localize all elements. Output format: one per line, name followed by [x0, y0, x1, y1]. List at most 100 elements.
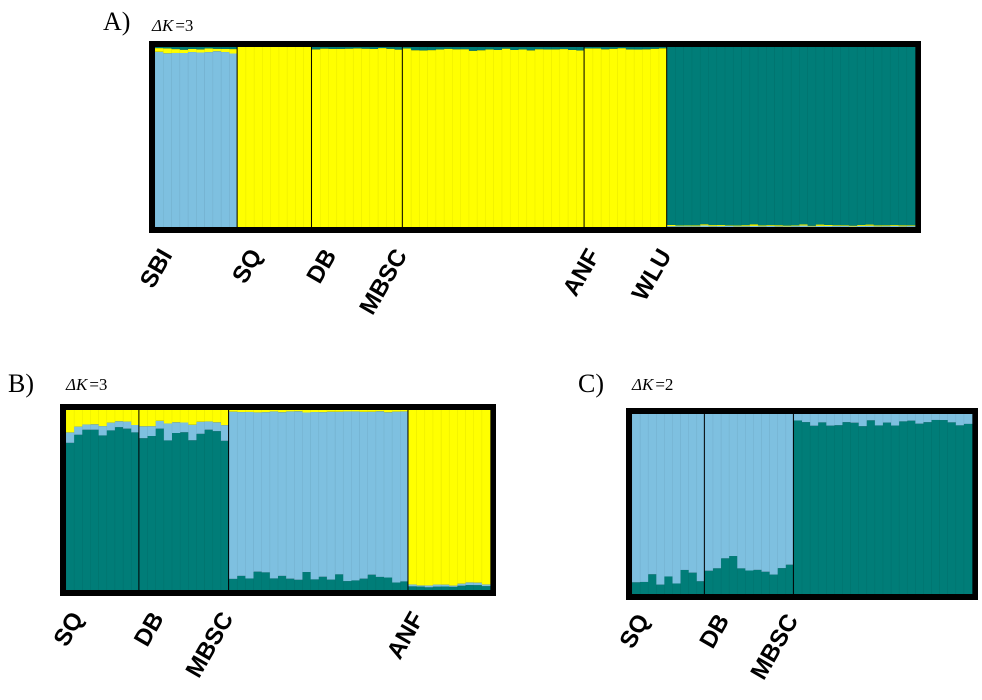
bar-segment-yellow: [74, 410, 83, 427]
bar-segment-teal: [419, 47, 428, 51]
bar-segment-teal: [400, 581, 409, 590]
bar-segment-yellow: [326, 410, 336, 412]
bar-segment-yellow: [295, 47, 305, 227]
panel-c-label: C): [578, 369, 604, 398]
bar-segment-lightblue: [881, 226, 891, 227]
bar-segment-lightblue: [318, 412, 328, 577]
bar-segment-lightblue: [261, 412, 271, 573]
bar-segment-teal: [408, 586, 417, 590]
bar-segment-teal: [568, 47, 577, 50]
panel-b: B) ΔK =3 SQ DB MBSC ANF: [8, 369, 496, 682]
bar-segment-teal: [802, 422, 811, 594]
population-label: SQ: [614, 610, 655, 654]
population-label: MBSC: [181, 608, 240, 683]
bar-segment-lightblue: [907, 414, 916, 421]
bar-segment-teal: [899, 421, 908, 594]
bar-segment-yellow: [237, 410, 246, 413]
bar-segment-teal: [123, 428, 132, 590]
bar-segment-lightblue: [481, 584, 491, 587]
panel-a-plot: [149, 41, 921, 233]
bar-segment-yellow: [245, 47, 255, 227]
bar-segment-yellow: [163, 410, 173, 424]
bar-segment-lightblue: [367, 411, 377, 575]
bar-segment-teal: [658, 47, 668, 49]
bar-segment-lightblue: [704, 414, 714, 571]
bar-segment-teal: [675, 47, 685, 226]
bar-segment-teal: [221, 47, 230, 49]
bar-segment-teal: [617, 47, 627, 49]
bar-segment-lightblue: [675, 226, 685, 227]
bar-segment-yellow: [408, 410, 417, 585]
bar-segment-teal: [785, 564, 795, 594]
bar-segment-yellow: [386, 48, 395, 228]
bar-segment-lightblue: [359, 411, 369, 579]
bar-segment-lightblue: [858, 414, 868, 427]
bar-segment-teal: [82, 429, 91, 590]
bar-segment-teal: [98, 435, 108, 590]
bar-segment-lightblue: [807, 226, 817, 227]
bar-segment-teal: [457, 585, 466, 590]
bar-segment-teal: [416, 586, 426, 590]
bar-segment-yellow: [485, 49, 495, 227]
bar-segment-lightblue: [799, 225, 808, 227]
bar-segment-lightblue: [375, 411, 385, 577]
bar-segment-lightblue: [632, 414, 641, 583]
bar-segment-teal: [147, 436, 157, 590]
bar-segment-teal: [842, 422, 851, 594]
bar-segment-lightblue: [782, 226, 792, 227]
bar-segment-yellow: [328, 48, 338, 227]
bar-segment-teal: [890, 47, 899, 226]
bar-segment-lightblue: [939, 414, 949, 421]
bar-segment-yellow: [318, 410, 328, 413]
bar-segment-teal: [441, 586, 450, 590]
bar-segment-yellow: [473, 410, 483, 583]
bar-segment-yellow: [824, 224, 833, 226]
bar-segment-lightblue: [326, 411, 336, 580]
bar-segment-yellow: [131, 410, 140, 425]
bar-segment-lightblue: [408, 584, 417, 587]
bar-segment-teal: [302, 572, 311, 590]
bar-segment-yellow: [188, 48, 197, 53]
bar-segment-teal: [874, 425, 884, 594]
bar-segment-lightblue: [473, 582, 483, 586]
bar-segment-lightblue: [286, 411, 295, 579]
bar-segment-yellow: [890, 225, 899, 226]
bar-segment-teal: [625, 47, 635, 50]
bar-segment-yellow: [419, 50, 428, 228]
bar-segment-lightblue: [931, 414, 940, 420]
bar-segment-lightblue: [221, 52, 230, 227]
bar-segment-teal: [716, 47, 726, 226]
bar-segment-yellow: [568, 49, 577, 227]
panel-b-label: B): [8, 369, 34, 398]
bar-segment-teal: [840, 47, 850, 226]
bar-segment-lightblue: [832, 226, 841, 227]
bar-segment-yellow: [229, 49, 238, 54]
bar-segment-lightblue: [947, 414, 957, 423]
bar-segment-yellow: [278, 410, 287, 413]
bar-segment-teal: [402, 47, 412, 49]
bar-segment-teal: [74, 434, 83, 590]
bar-segment-teal: [179, 47, 189, 50]
bar-segment-teal: [642, 47, 651, 50]
bar-segment-teal: [394, 47, 404, 50]
bar-segment-yellow: [675, 225, 685, 227]
bar-segment-teal: [424, 587, 434, 590]
bar-segment-yellow: [865, 224, 875, 226]
bar-segment-lightblue: [725, 225, 734, 227]
bar-segment-teal: [712, 568, 722, 594]
bar-segment-teal: [766, 47, 775, 226]
bar-segment-yellow: [444, 48, 453, 227]
bar-segment-yellow: [394, 49, 404, 228]
bar-segment-teal: [632, 582, 641, 594]
bar-segment-yellow: [526, 50, 536, 227]
bar-segment-teal: [691, 47, 701, 226]
bar-segment-yellow: [392, 410, 401, 412]
bar-segment-teal: [807, 47, 817, 226]
bar-segment-teal: [155, 47, 164, 49]
bar-segment-yellow: [114, 410, 124, 422]
bar-segment-yellow: [799, 224, 808, 226]
bar-segment-teal: [328, 47, 338, 49]
bar-segment-lightblue: [737, 414, 746, 569]
bar-segment-teal: [468, 47, 478, 51]
bar-segment-yellow: [592, 48, 602, 227]
